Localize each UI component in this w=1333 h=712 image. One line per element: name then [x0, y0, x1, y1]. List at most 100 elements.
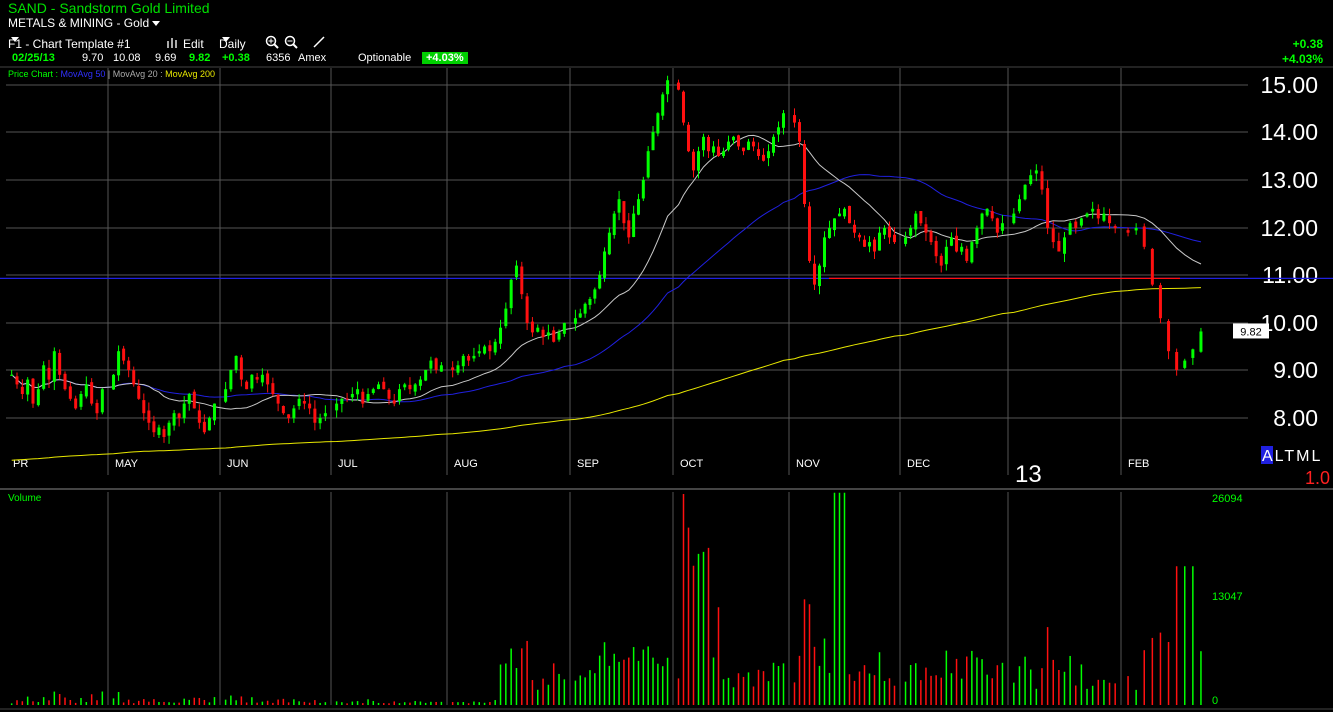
sector-dropdown[interactable]: METALS & MINING - Gold	[8, 16, 161, 30]
quote-last: 9.82	[189, 52, 211, 64]
candle-body	[868, 242, 871, 247]
altml-highlight	[1261, 446, 1273, 464]
candle-body	[84, 384, 88, 397]
candle-body	[461, 355, 465, 367]
quote-change: +0.38	[222, 52, 250, 64]
chevron-down-icon	[222, 37, 230, 42]
candle-body	[737, 135, 740, 147]
candle-body	[255, 377, 259, 380]
candle-body	[392, 400, 396, 404]
candle-body	[1158, 285, 1162, 319]
candle-body	[808, 206, 811, 261]
candle-body	[36, 389, 40, 406]
candle-body	[873, 239, 876, 252]
draw-tool-icon[interactable]	[312, 35, 326, 52]
candle-body	[955, 235, 959, 252]
candle-body	[157, 427, 161, 435]
candle-body	[944, 246, 948, 265]
candle-body	[504, 308, 508, 327]
candle-body	[975, 228, 979, 244]
candle-body	[888, 226, 891, 238]
x-tick-label: NOV	[796, 458, 821, 470]
candle-body	[965, 248, 969, 261]
candle-body	[177, 413, 181, 418]
x-tick-label: FEB	[1128, 458, 1149, 470]
candle-body	[995, 218, 999, 233]
candle-body	[1046, 188, 1050, 228]
candle-body	[1057, 240, 1061, 252]
candle-body	[192, 391, 196, 409]
candle-body	[863, 239, 866, 247]
candle-body	[666, 80, 670, 95]
candle-body	[403, 384, 407, 388]
candle-body	[929, 231, 933, 243]
candle-body	[1096, 208, 1100, 219]
legend-ma20: MovAvg 20 :	[112, 69, 163, 79]
candle-body	[187, 394, 191, 404]
candle-body	[477, 351, 481, 354]
candle-body	[904, 237, 908, 244]
candle-body	[418, 379, 422, 386]
candle-body	[530, 321, 534, 333]
legend-ma50: MovAvg 50	[60, 69, 106, 79]
candle-body	[112, 374, 116, 390]
candle-body	[833, 218, 836, 231]
quote-low: 9.69	[155, 52, 177, 64]
y-tick-label: 14.00	[1260, 119, 1318, 145]
candle-body	[562, 323, 566, 334]
candle-body	[578, 313, 582, 318]
candle-body	[707, 137, 710, 152]
candle-body	[793, 115, 796, 123]
candle-body	[68, 386, 72, 399]
candle-body	[583, 303, 587, 314]
candle-body	[692, 151, 695, 171]
candle-body	[798, 122, 801, 142]
volume-tick-label: 0	[1212, 695, 1218, 707]
candle-body	[914, 213, 918, 230]
candle-body	[717, 146, 720, 156]
candle-body	[1191, 349, 1195, 358]
edit-button[interactable]: Edit	[166, 35, 204, 51]
candle-body	[287, 414, 291, 418]
candle-body	[1199, 331, 1203, 352]
candle-body	[1085, 213, 1089, 217]
candle-body	[20, 386, 24, 394]
candle-body	[752, 141, 755, 147]
candle-body	[493, 341, 497, 353]
candle-body	[271, 383, 275, 394]
candle-body	[823, 237, 826, 268]
quote-bar: 02/25/13 9.70 10.08 9.69 9.82 +0.38 6356…	[0, 51, 1240, 66]
candle-body	[509, 279, 513, 309]
candle-body	[627, 220, 631, 238]
candle-body	[142, 400, 146, 414]
candle-body	[429, 360, 433, 369]
candle-body	[883, 228, 886, 235]
candle-body	[1034, 170, 1038, 174]
candle-body	[990, 211, 994, 219]
last-price-label: 9.82	[1240, 326, 1261, 338]
candle-body	[308, 403, 312, 409]
candle-body	[483, 346, 487, 354]
candle-body	[1167, 321, 1171, 352]
candle-body	[371, 389, 375, 393]
quote-high: 10.08	[113, 52, 141, 64]
x-tick-label: AUG	[454, 458, 478, 470]
candle-body	[603, 251, 607, 278]
candle-body	[387, 389, 391, 399]
zoom-out-icon[interactable]	[284, 35, 298, 52]
y-tick-label: 10.00	[1260, 310, 1318, 336]
zoom-in-icon[interactable]	[265, 35, 279, 52]
candle-body	[434, 358, 438, 370]
candle-body	[122, 348, 126, 361]
y-tick-label: 8.00	[1273, 405, 1318, 431]
chart-toolbar: F1 - Chart Template #1 Edit Daily	[0, 33, 1333, 51]
candle-body	[1063, 237, 1066, 254]
candle-body	[853, 224, 856, 233]
volume-tick-label: 26094	[1212, 493, 1243, 505]
candle-body	[803, 143, 806, 204]
candle-body	[137, 385, 141, 399]
ma200-line	[11, 287, 1202, 461]
candle-body	[1126, 230, 1130, 233]
candle-body	[10, 374, 14, 376]
